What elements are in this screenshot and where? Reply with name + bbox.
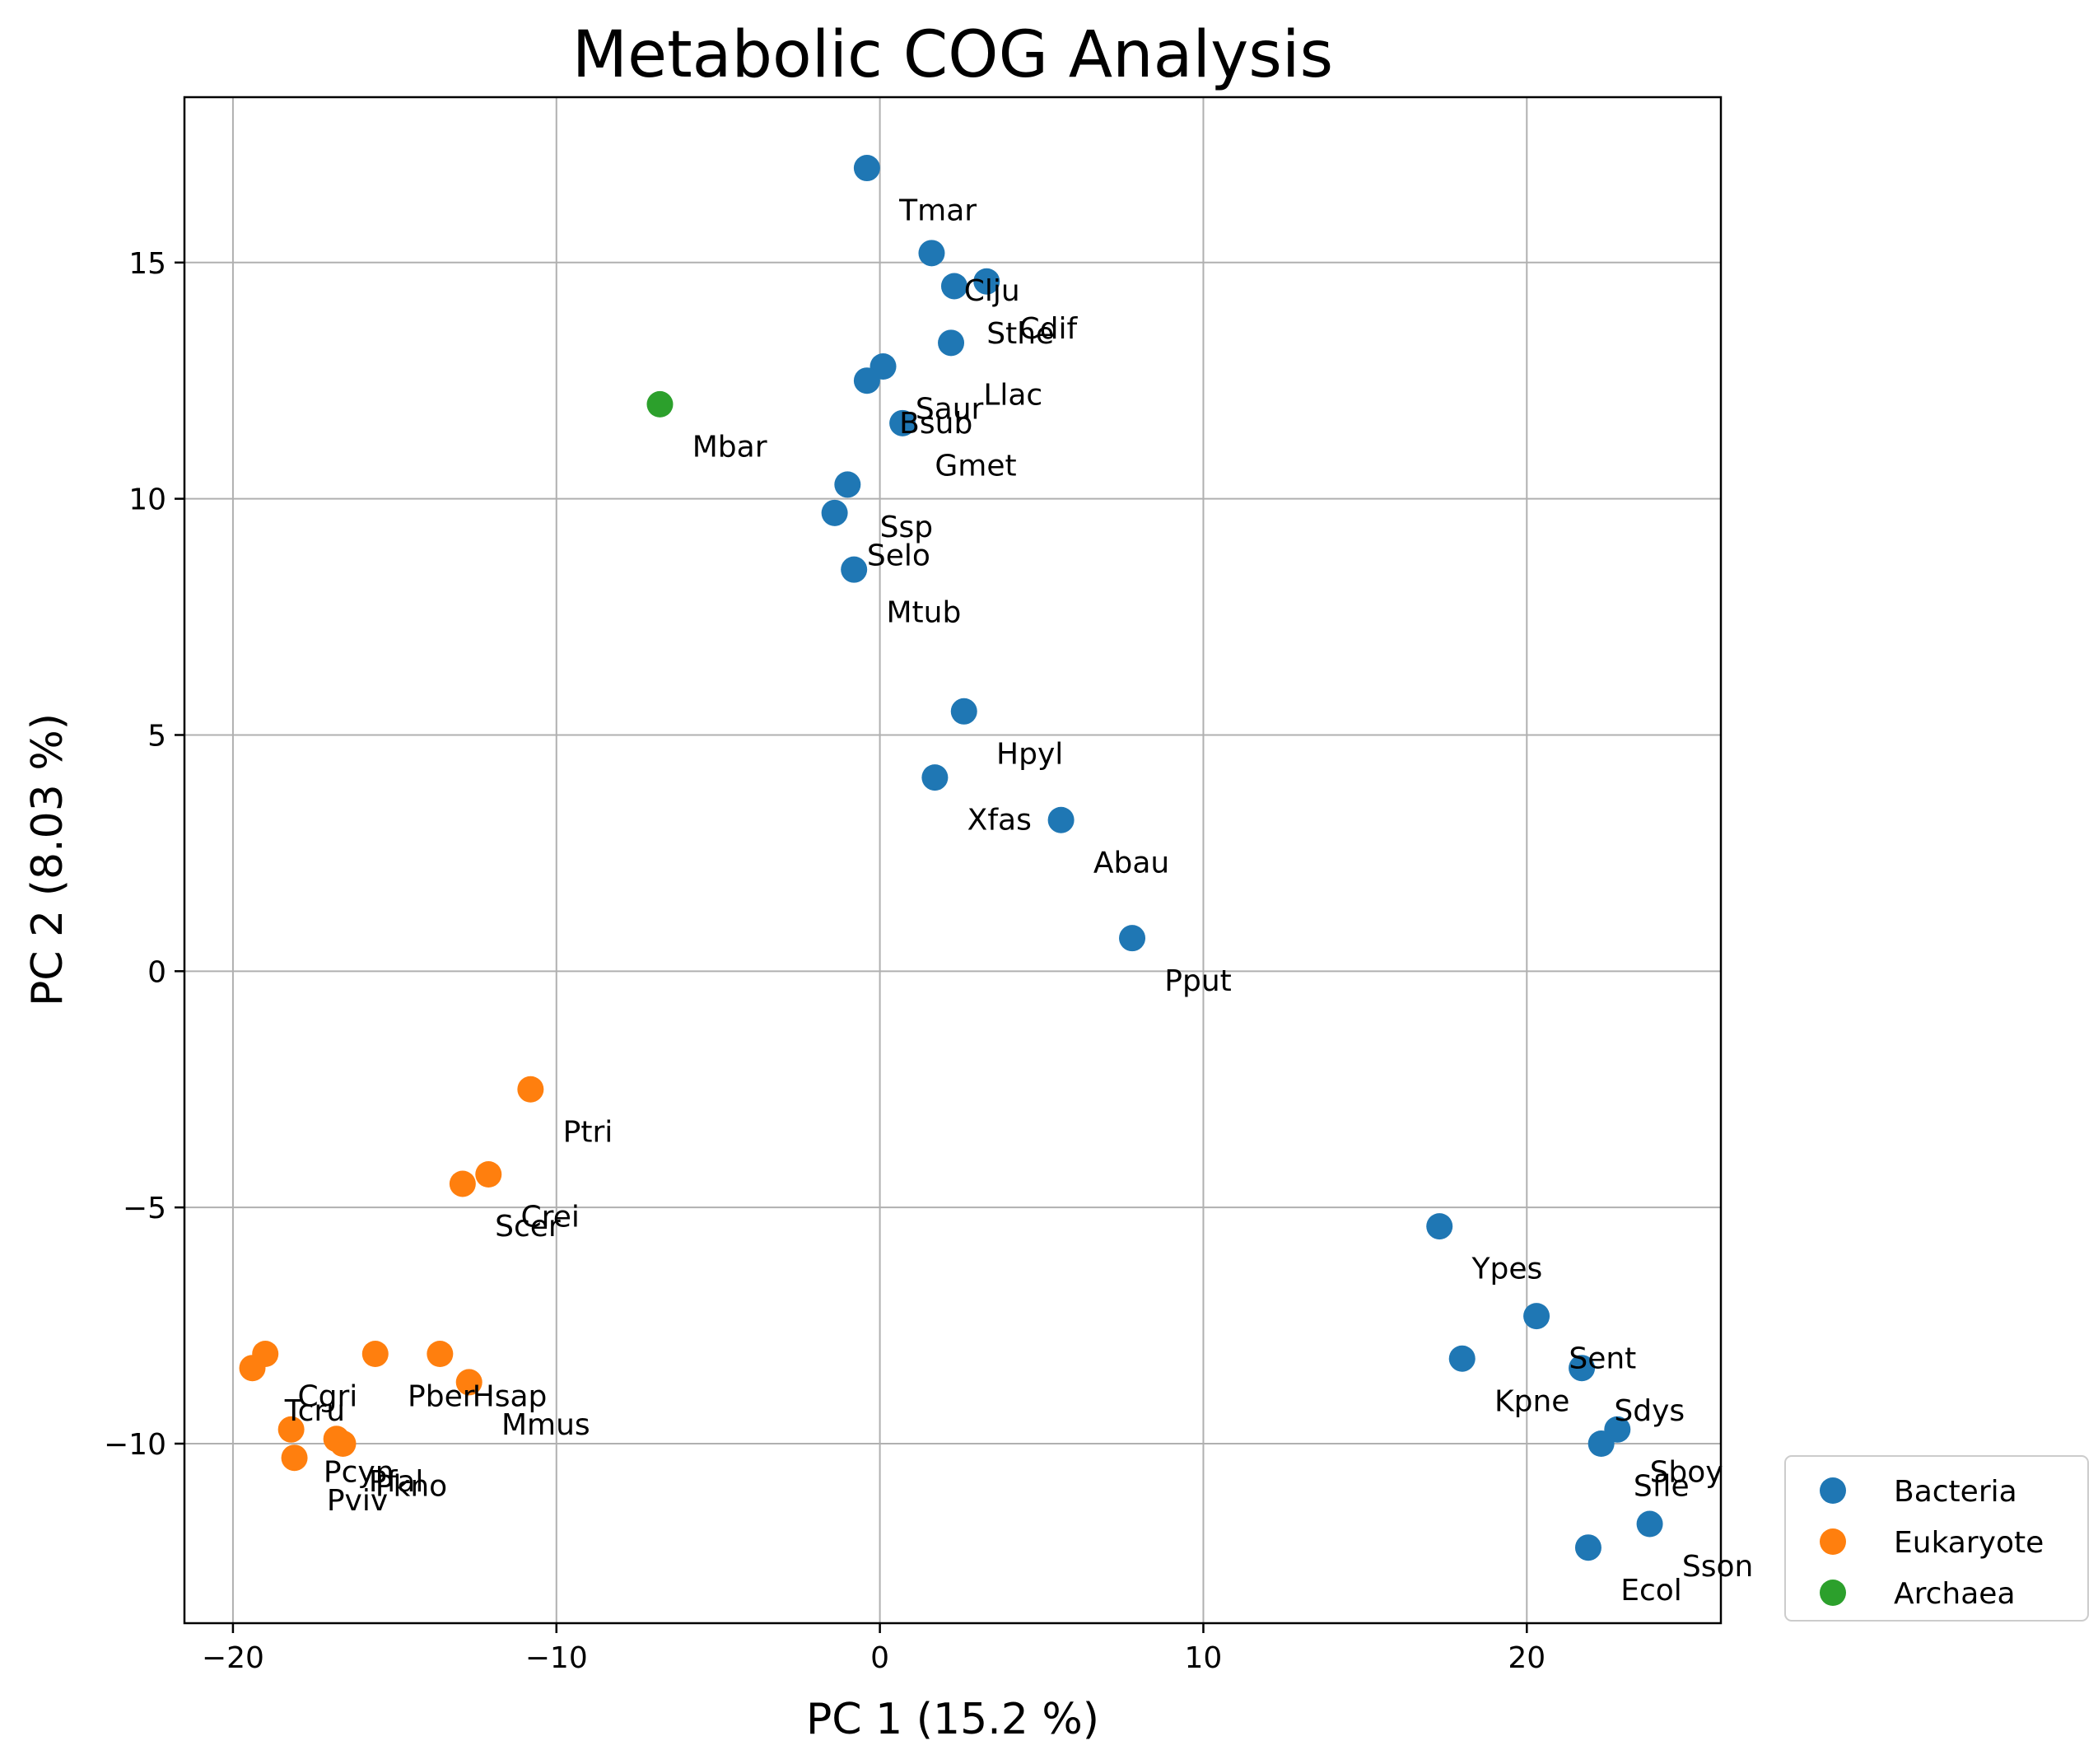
- point-label-crei: Crei: [521, 1201, 580, 1234]
- point-label-pviv: Pviv: [327, 1484, 388, 1518]
- y-tick-label: −10: [104, 1428, 166, 1462]
- point-label-clju: Clju: [964, 274, 1020, 308]
- y-tick-label: 15: [128, 247, 166, 281]
- eukaryote-point: [361, 1341, 389, 1367]
- point-label-ypes: Ypes: [1471, 1253, 1543, 1286]
- point-label-cgri: Cgri: [297, 1380, 357, 1414]
- grid-lines: [184, 97, 1721, 1623]
- bacteria-point: [1523, 1303, 1550, 1330]
- legend-marker-bacteria: [1820, 1477, 1846, 1504]
- point-label-sdys: Sdys: [1614, 1394, 1685, 1428]
- bacteria-point: [1587, 1430, 1615, 1457]
- bacteria-point: [921, 764, 949, 791]
- x-tick-label: 10: [1185, 1641, 1223, 1675]
- bacteria-point: [841, 556, 868, 583]
- bacteria-point: [821, 499, 848, 526]
- point-label-sson: Sson: [1682, 1550, 1753, 1584]
- bacteria-point: [950, 698, 977, 725]
- point-label-xfas: Xfas: [967, 804, 1032, 838]
- point-label-kpne: Kpne: [1494, 1384, 1569, 1418]
- eukaryote-point: [475, 1161, 502, 1188]
- x-tick-label: −20: [202, 1641, 264, 1675]
- legend-label-bacteria: Bacteria: [1894, 1475, 2017, 1509]
- x-axis-label: PC 1 (15.2 %): [806, 1695, 1099, 1744]
- point-label-saur: Saur: [916, 393, 984, 427]
- point-label-gmet: Gmet: [935, 449, 1016, 483]
- eukaryote-point: [329, 1430, 357, 1457]
- data-points: [239, 155, 1663, 1561]
- eukaryote-point: [517, 1076, 544, 1103]
- bacteria-point: [940, 273, 967, 300]
- point-label-mmus: Mmus: [501, 1408, 590, 1442]
- point-label-sboy: Sboy: [1650, 1455, 1723, 1489]
- point-label-pput: Pput: [1164, 964, 1232, 998]
- point-label-mtub: Mtub: [886, 595, 961, 629]
- point-label-scer: Scer: [495, 1210, 561, 1244]
- legend: Bacteria Eukaryote Archaea: [1784, 1455, 2089, 1622]
- eukaryote-point: [455, 1369, 483, 1396]
- bacteria-point: [1119, 925, 1146, 952]
- axis-ticks: −20 −10 0 10 20 −10 −5 0 5 10 15: [104, 247, 1546, 1675]
- eukaryote-point: [427, 1341, 454, 1367]
- bacteria-point: [918, 240, 945, 267]
- bacteria-point: [938, 329, 965, 357]
- bacteria-point: [1448, 1345, 1476, 1372]
- legend-marker-eukaryote: [1820, 1528, 1846, 1555]
- eukaryote-point: [239, 1355, 266, 1382]
- chart-title: Metabolic COG Analysis: [572, 18, 1333, 92]
- y-tick-label: −5: [123, 1192, 166, 1225]
- bacteria-point: [1569, 1355, 1596, 1382]
- point-label-bsub: Bsub: [899, 407, 972, 441]
- point-label-mbar: Mbar: [692, 431, 767, 464]
- y-tick-label: 10: [128, 483, 166, 517]
- archaea-point: [646, 390, 674, 418]
- point-label-ecol: Ecol: [1620, 1574, 1682, 1608]
- point-label-pkno: Pkno: [375, 1470, 447, 1504]
- point-label-selo: Selo: [867, 539, 930, 572]
- point-label-ptri: Ptri: [563, 1115, 613, 1149]
- bacteria-point: [889, 409, 916, 436]
- point-label-pcyn: Pcyn: [324, 1455, 394, 1489]
- eukaryote-point: [449, 1170, 476, 1197]
- x-tick-label: 0: [870, 1641, 889, 1675]
- point-label-hpyl: Hpyl: [996, 737, 1063, 771]
- point-label-tcru: Tcru: [284, 1394, 345, 1428]
- point-label-cdif: Cdif: [1019, 312, 1079, 346]
- legend-label-eukaryote: Eukaryote: [1894, 1526, 2044, 1560]
- bacteria-point: [1047, 806, 1075, 833]
- y-axis-label: PC 2 (8.03 %): [23, 713, 72, 1006]
- plot-frame: [183, 96, 1723, 1625]
- point-label-tmar: Tmar: [898, 194, 977, 228]
- y-tick-label: 5: [147, 719, 166, 753]
- bacteria-point: [973, 268, 1000, 295]
- point-label-sthe: Sthe: [986, 317, 1054, 351]
- bacteria-point: [1636, 1510, 1663, 1538]
- legend-items: Bacteria Eukaryote Archaea: [1820, 1475, 2044, 1611]
- point-label-ssp: Ssp: [880, 511, 933, 544]
- x-tick-label: −10: [525, 1641, 588, 1675]
- point-label-sent: Sent: [1569, 1342, 1636, 1376]
- bacteria-point: [1574, 1534, 1601, 1561]
- bacteria-point: [834, 471, 861, 498]
- legend-marker-archaea: [1820, 1580, 1846, 1606]
- x-tick-label: 20: [1508, 1641, 1546, 1675]
- point-label-llac: Llac: [983, 378, 1042, 412]
- point-label-abau: Abau: [1093, 846, 1169, 880]
- point-label-pfal: Pfal: [369, 1465, 423, 1499]
- legend-box: [1784, 1455, 2089, 1622]
- legend-label-archaea: Archaea: [1894, 1577, 2016, 1611]
- bacteria-point: [853, 155, 880, 182]
- bacteria-point: [853, 367, 880, 394]
- point-label-pber: Pber: [408, 1380, 475, 1414]
- eukaryote-point: [281, 1444, 308, 1472]
- point-label-hsap: Hsap: [473, 1380, 548, 1414]
- point-label-sfle: Sfle: [1634, 1470, 1690, 1504]
- bacteria-point: [1426, 1213, 1453, 1240]
- eukaryote-point: [277, 1416, 305, 1443]
- y-tick-label: 0: [147, 955, 166, 989]
